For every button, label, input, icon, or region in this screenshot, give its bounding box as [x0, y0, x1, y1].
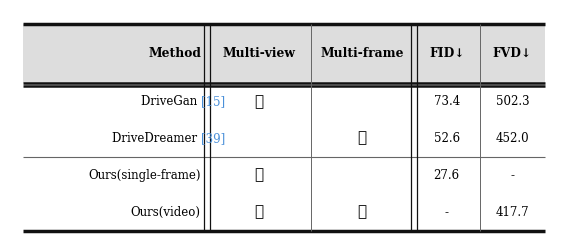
Text: 52.6: 52.6 — [433, 132, 460, 145]
Text: [39]: [39] — [201, 132, 225, 145]
Text: 27.6: 27.6 — [433, 169, 460, 182]
Text: Ours(single-frame): Ours(single-frame) — [88, 169, 201, 182]
Text: 452.0: 452.0 — [496, 132, 529, 145]
Text: 502.3: 502.3 — [496, 95, 529, 108]
Text: DriveGan: DriveGan — [140, 95, 201, 108]
Text: -: - — [511, 169, 515, 182]
Text: ✓: ✓ — [254, 169, 264, 183]
Text: FVD↓: FVD↓ — [493, 47, 532, 60]
Text: Method: Method — [149, 47, 202, 60]
Bar — [23, 24, 545, 83]
Text: ✓: ✓ — [358, 205, 367, 219]
Text: Multi-frame: Multi-frame — [320, 47, 404, 60]
Text: 73.4: 73.4 — [433, 95, 460, 108]
Text: ✓: ✓ — [254, 95, 264, 109]
Text: Multi-view: Multi-view — [223, 47, 295, 60]
Text: FID↓: FID↓ — [429, 47, 465, 60]
Text: DriveDreamer: DriveDreamer — [112, 132, 201, 145]
Text: ✓: ✓ — [358, 132, 367, 146]
Text: -: - — [445, 206, 449, 219]
Text: [15]: [15] — [201, 95, 225, 108]
Text: ✓: ✓ — [254, 205, 264, 219]
Text: 417.7: 417.7 — [496, 206, 529, 219]
Text: Ours(video): Ours(video) — [131, 206, 201, 219]
